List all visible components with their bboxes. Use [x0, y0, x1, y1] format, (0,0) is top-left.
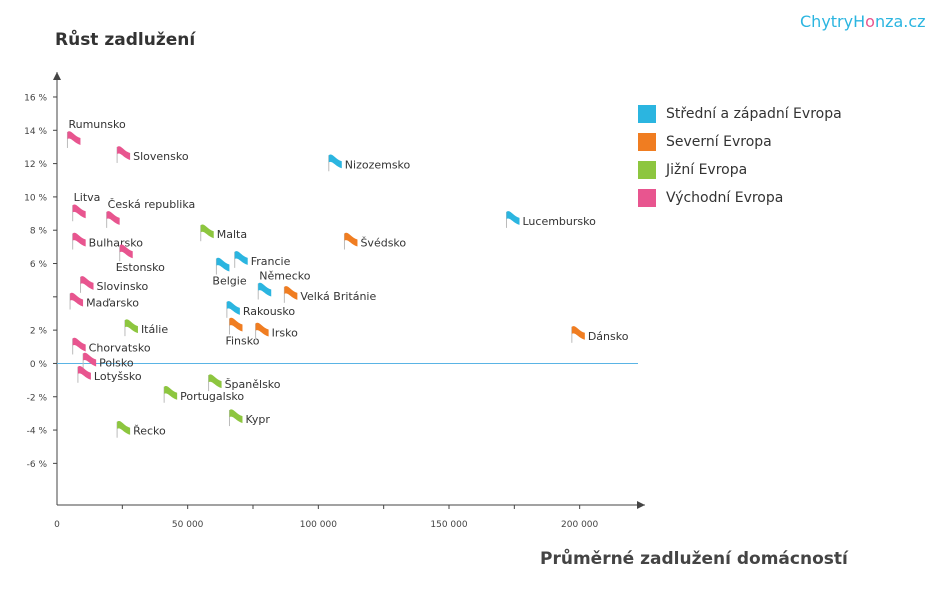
data-label: Finsko	[225, 334, 259, 347]
data-point	[77, 366, 91, 380]
y-tick-label: 10 %	[24, 193, 47, 203]
x-tick-label: 100 000	[300, 520, 337, 530]
data-point	[229, 317, 243, 332]
data-label: Dánsko	[588, 330, 629, 343]
y-tick-label: 16 %	[24, 93, 47, 103]
data-point	[124, 319, 138, 334]
data-point	[106, 211, 120, 225]
data-point	[216, 257, 230, 272]
data-label: Rumunsko	[68, 118, 125, 131]
legend-item: Východní Evropa	[638, 184, 842, 212]
data-point	[255, 322, 269, 337]
legend-item: Střední a západní Evropa	[638, 100, 842, 128]
data-label: Litva	[74, 191, 101, 204]
y-tick-label: 12 %	[24, 160, 47, 170]
data-label: Malta	[217, 228, 247, 241]
data-point	[344, 232, 358, 247]
legend: Střední a západní Evropa Severní Evropa …	[638, 100, 842, 212]
data-label: Irsko	[272, 326, 298, 339]
data-point	[506, 211, 520, 225]
y-axis-label: Růst zadlužení	[55, 30, 196, 50]
data-label: Česká republika	[108, 198, 196, 211]
data-label: Chorvatsko	[89, 341, 151, 354]
y-tick-label: 14 %	[24, 127, 47, 137]
data-point	[328, 154, 342, 169]
data-point	[83, 352, 97, 367]
data-label: Itálie	[141, 323, 168, 336]
data-label: Maďarsko	[86, 296, 139, 309]
data-label: Řecko	[133, 425, 166, 438]
data-point	[72, 204, 86, 219]
data-label: Nizozemsko	[345, 158, 411, 171]
y-tick-label: 2 %	[30, 327, 48, 337]
y-tick-label: -4 %	[27, 427, 48, 437]
legend-label: Střední a západní Evropa	[666, 106, 842, 122]
y-tick-label: 8 %	[30, 227, 48, 237]
x-axis-label: Průměrné zadlužení domácností	[540, 549, 848, 569]
data-label: Bulharsko	[89, 237, 144, 250]
data-point	[117, 420, 131, 435]
data-point	[226, 301, 240, 315]
data-label: Lotyšsko	[94, 370, 142, 383]
y-tick-label: 6 %	[30, 260, 48, 270]
x-tick-label: 50 000	[172, 520, 204, 530]
data-label: Belgie	[212, 275, 246, 288]
y-tick-label: 0 %	[30, 360, 48, 370]
legend-label: Východní Evropa	[666, 190, 784, 206]
data-point	[67, 131, 81, 145]
data-point	[80, 276, 94, 290]
legend-item: Jižní Evropa	[638, 156, 842, 184]
data-label: Lucembursko	[522, 215, 596, 228]
data-label: Španělsko	[225, 378, 281, 391]
data-point	[284, 286, 298, 300]
legend-item: Severní Evropa	[638, 128, 842, 156]
y-axis-arrow	[53, 72, 61, 80]
brand-logo: ChytryHonza.cz	[800, 12, 926, 31]
data-point	[164, 386, 178, 400]
data-label: Slovensko	[133, 150, 189, 163]
data-point	[234, 251, 248, 265]
brand-prefix: ChytryH	[800, 12, 866, 31]
x-tick-label: 0	[54, 520, 60, 530]
data-label: Kypr	[245, 413, 270, 426]
brand-suffix: nza.cz	[874, 12, 926, 31]
legend-swatch	[638, 133, 656, 151]
data-point	[258, 282, 272, 297]
data-label: Francie	[251, 255, 291, 268]
legend-swatch	[638, 189, 656, 207]
y-tick-label: -6 %	[27, 460, 48, 470]
data-point	[117, 146, 131, 160]
data-label: Slovinsko	[97, 280, 149, 293]
data-point	[72, 232, 86, 247]
legend-label: Jižní Evropa	[666, 162, 748, 178]
data-point	[229, 409, 243, 424]
legend-swatch	[638, 161, 656, 179]
data-point	[208, 374, 222, 389]
data-point	[571, 326, 585, 340]
data-point	[200, 224, 214, 239]
data-label: Estonsko	[116, 261, 165, 274]
data-label: Portugalsko	[180, 390, 244, 403]
data-point	[72, 337, 86, 352]
x-tick-label: 150 000	[430, 520, 467, 530]
data-label: Velká Británie	[300, 290, 376, 303]
data-label: Polsko	[99, 356, 134, 369]
data-point	[119, 244, 133, 259]
data-label: Švédsko	[360, 237, 406, 250]
brand-highlight: o	[865, 12, 875, 31]
legend-swatch	[638, 105, 656, 123]
legend-label: Severní Evropa	[666, 134, 772, 150]
data-label: Rakousko	[243, 305, 296, 318]
y-tick-label: -2 %	[27, 393, 48, 403]
data-point	[70, 292, 84, 307]
x-tick-label: 200 000	[561, 520, 598, 530]
data-label: Německo	[259, 270, 311, 283]
x-axis-arrow	[637, 501, 645, 509]
